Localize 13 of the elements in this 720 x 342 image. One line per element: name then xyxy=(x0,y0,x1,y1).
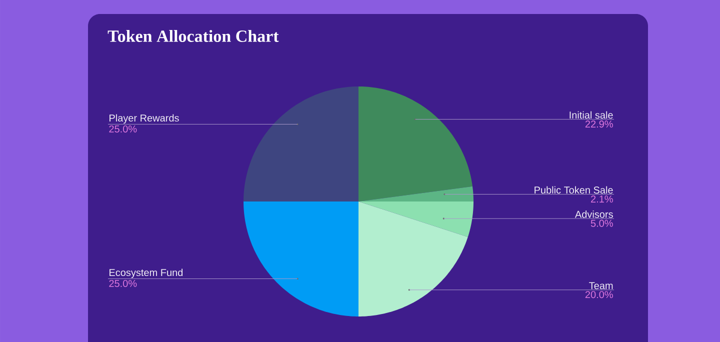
chart-title: Token Allocation Chart xyxy=(108,30,279,42)
data-label: 22.9% xyxy=(585,120,613,128)
slice-label: Initial sale xyxy=(570,111,613,119)
data-label: 20.0% xyxy=(585,291,613,298)
data-label: 5.0% xyxy=(590,220,613,227)
data-label: 25.0% xyxy=(109,125,137,133)
data-label: 25.0% xyxy=(109,280,137,288)
slice-label: Public Token Sale xyxy=(534,186,613,194)
slice-label: Player Rewards xyxy=(110,114,179,124)
slice-label: Ecosystem Fund xyxy=(110,268,183,278)
slice-label: Advisors xyxy=(574,210,613,218)
data-label: 2.1% xyxy=(591,195,613,203)
slice-label: Team xyxy=(589,282,613,290)
